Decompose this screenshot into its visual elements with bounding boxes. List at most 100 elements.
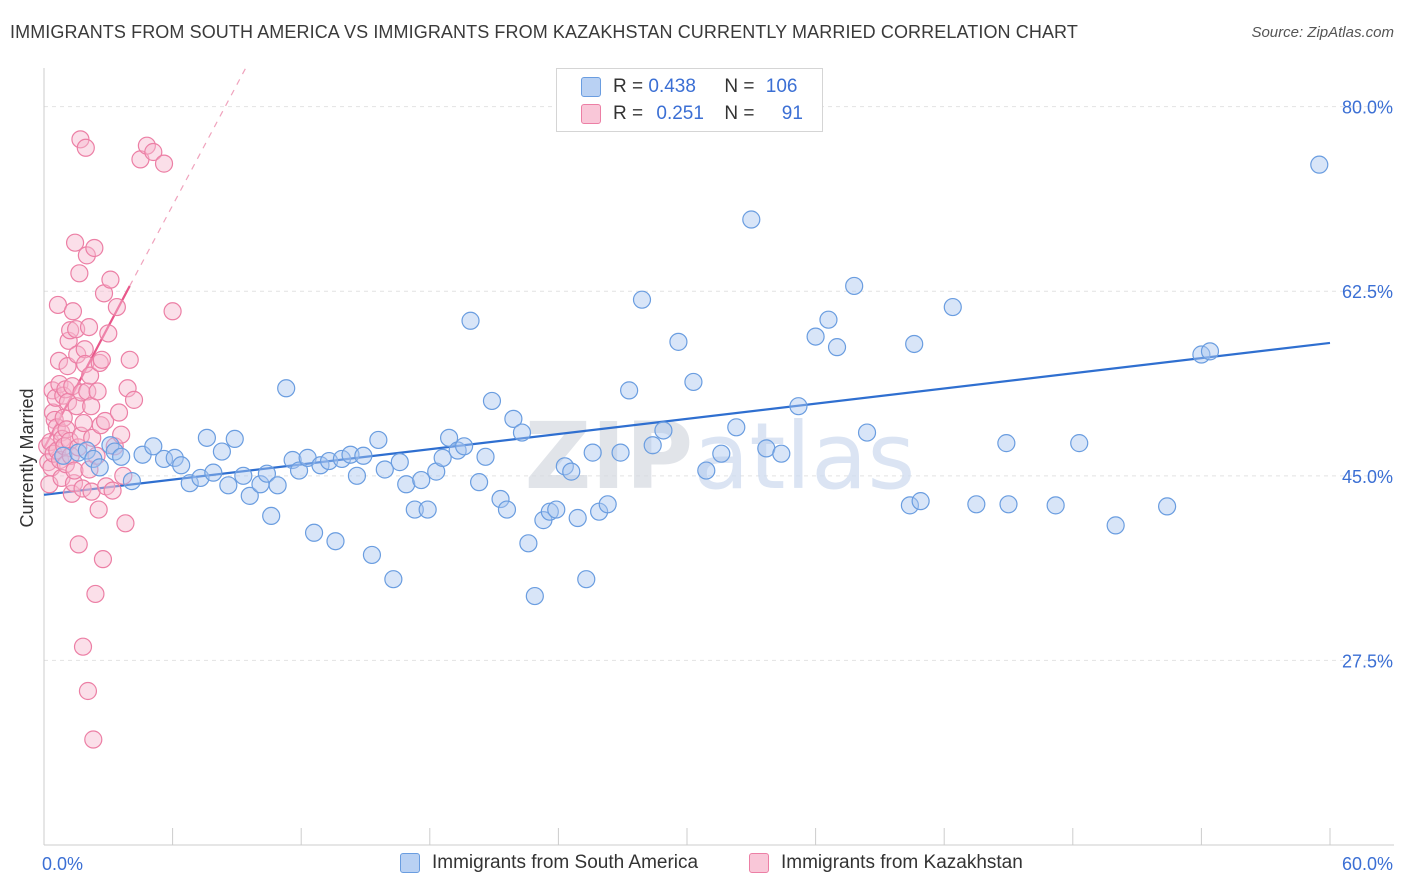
south-america-point (620, 381, 639, 400)
south-america-trendline (43, 341, 1331, 496)
legend-swatch-blue (400, 853, 420, 873)
south-america-point (412, 470, 431, 490)
south-america-point (742, 210, 761, 229)
legend-label-south-america: Immigrants from South America (432, 852, 699, 873)
kazakhstan-point (88, 382, 107, 401)
south-america-point (375, 460, 394, 479)
south-america-point (461, 311, 480, 330)
kazakhstan-point (72, 383, 91, 402)
south-america-point (283, 450, 302, 470)
y-tick-label: 62.5% (1342, 282, 1393, 302)
legend-r-label: R = (613, 76, 649, 97)
kazakhstan-point (43, 403, 63, 422)
correlation-legend: R = 0.438 N = 106 R = 0.251 N = 91 (556, 68, 823, 132)
south-america-point (1106, 516, 1125, 535)
south-america-point (806, 327, 825, 346)
south-america-point (789, 397, 808, 416)
y-tick-label: 27.5% (1342, 651, 1393, 671)
south-america-point (390, 453, 409, 472)
kazakhstan-point (89, 500, 108, 519)
legend-label-kazakhstan: Immigrants from Kazakhstan (781, 852, 1023, 873)
y-axis-title: Currently Married (17, 388, 37, 527)
kazakhstan-point (116, 514, 135, 533)
south-america-point (819, 310, 838, 329)
series-legend: Immigrants from South America Immigrants… (0, 852, 1406, 878)
legend-item-south-america[interactable]: Immigrants from South America (400, 852, 698, 874)
kazakhstan-point (78, 681, 98, 701)
south-america-point (1158, 497, 1177, 516)
kazakhstan-point (76, 354, 95, 374)
legend-swatch-pink (749, 853, 769, 873)
kazakhstan-point (84, 730, 103, 749)
south-america-point (519, 534, 538, 553)
chart-title: IMMIGRANTS FROM SOUTH AMERICA VS IMMIGRA… (10, 22, 1078, 42)
south-america-point (562, 462, 581, 481)
kazakhstan-point (92, 350, 111, 369)
south-america-point (362, 545, 382, 565)
south-america-point (289, 461, 309, 480)
legend-row-kazakhstan: R = 0.251 N = 91 (581, 101, 803, 127)
legend-n-value: 106 (765, 76, 798, 97)
south-america-point (943, 297, 962, 317)
kazakhstan-point (75, 340, 94, 359)
kazakhstan-point (114, 466, 133, 485)
south-america-point (997, 434, 1016, 453)
south-america-point (712, 444, 731, 463)
kazakhstan-point (109, 403, 129, 422)
kazakhstan-point (79, 317, 99, 337)
south-america-point (669, 332, 688, 351)
south-america-point (772, 444, 791, 463)
south-america-point (219, 476, 238, 495)
south-america-point (911, 492, 930, 511)
south-america-point (577, 570, 596, 589)
kazakhstan-point (103, 481, 122, 500)
legend-n-value: 91 (781, 103, 803, 124)
y-tick-label: 45.0% (1342, 467, 1393, 487)
south-america-point (439, 428, 459, 447)
south-america-point (144, 437, 163, 456)
south-america-points (54, 155, 1329, 606)
south-america-point (643, 436, 662, 455)
south-america-point (418, 500, 437, 519)
south-america-point (1070, 434, 1089, 453)
south-america-point (654, 421, 673, 440)
south-america-point (326, 532, 345, 551)
south-america-point (347, 466, 367, 485)
south-america-point (341, 445, 360, 464)
kazakhstan-points (38, 130, 182, 749)
kazakhstan-point (74, 413, 93, 433)
south-america-point (172, 456, 191, 475)
south-america-point (369, 430, 388, 450)
kazakhstan-point (107, 297, 126, 317)
kazakhstan-point (87, 446, 106, 465)
kazakhstan-point (124, 390, 144, 409)
south-america-point (568, 508, 587, 528)
south-america-point (454, 437, 474, 456)
south-america-point (112, 447, 131, 466)
legend-item-kazakhstan[interactable]: Immigrants from Kazakhstan (749, 852, 1023, 874)
kazakhstan-point (85, 238, 104, 258)
kazakhstan-point (118, 379, 137, 398)
kazakhstan-point (95, 411, 115, 431)
south-america-point (845, 276, 864, 296)
south-america-point (583, 443, 602, 462)
south-america-point (212, 442, 231, 461)
south-america-point (900, 496, 920, 515)
legend-swatch-blue (581, 77, 601, 97)
kazakhstan-point (76, 138, 95, 157)
south-america-point (827, 338, 847, 357)
kazakhstan-point (63, 302, 83, 321)
kazakhstan-point (65, 461, 84, 480)
south-america-point (857, 423, 877, 442)
kazakhstan-point (90, 353, 109, 373)
axis-labels: 27.5% 45.0% 62.5% 80.0% 0.0% 60.0% Currently M… (17, 98, 1393, 874)
south-america-point (967, 495, 986, 514)
south-america-point (525, 586, 544, 606)
south-america-point (697, 461, 716, 480)
south-america-point (165, 448, 184, 467)
kazakhstan-point (99, 324, 118, 343)
south-america-point (491, 489, 510, 509)
kazakhstan-trendline-extension (129, 64, 249, 287)
y-tick-label: 80.0% (1342, 98, 1393, 118)
